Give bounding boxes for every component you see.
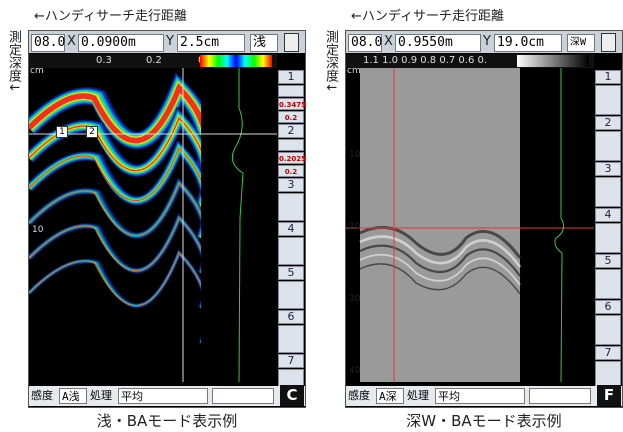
- distance: 08.0: [31, 34, 65, 52]
- side-value: 0.2: [278, 111, 304, 123]
- side-button: 7: [595, 346, 621, 360]
- process-label: 処理: [90, 387, 116, 405]
- depth-tick: 40: [349, 366, 360, 378]
- caption: 深W・BAモード表示例: [345, 410, 623, 430]
- side-button: 6: [595, 300, 621, 314]
- corner: C: [280, 385, 304, 406]
- side-spacer: [595, 177, 621, 207]
- side-value: 0.2: [278, 165, 304, 177]
- side-button: 1: [278, 70, 304, 84]
- side-button: 3: [278, 178, 304, 192]
- side-button: 6: [278, 310, 304, 324]
- side-button: 5: [595, 254, 621, 268]
- sensitivity-value: A深: [376, 388, 404, 404]
- ruler-label: 0.2: [146, 54, 162, 68]
- side-button: 5: [278, 266, 304, 280]
- side-spacer: [278, 85, 304, 97]
- sensitivity-label: 感度: [348, 387, 374, 405]
- depth-tick: 10: [32, 225, 43, 237]
- page: ←ハンディサーチ走行距離測定深度↓08.0X0.0900mY2.5cm浅0.30…: [0, 0, 623, 432]
- side-spacer: [278, 281, 304, 309]
- distance: 08.0: [348, 34, 382, 52]
- radar-image: [346, 68, 594, 382]
- process-value: 平均: [118, 388, 208, 404]
- x-value: 0.0900m: [78, 34, 164, 52]
- side-spacer: [595, 223, 621, 253]
- side-button: 4: [595, 208, 621, 222]
- side-button: 4: [278, 222, 304, 236]
- mode: 浅: [250, 34, 278, 52]
- blank-field: [212, 388, 274, 404]
- depth-label: 測定深度↓: [321, 30, 337, 110]
- color-scale: [517, 55, 589, 67]
- side-spacer: [595, 269, 621, 299]
- side-button: 1: [595, 70, 621, 84]
- side-spacer: [278, 193, 304, 221]
- color-scale: [200, 55, 272, 67]
- process-label: 処理: [407, 387, 433, 405]
- side-spacer: [595, 131, 621, 161]
- side-button: 7: [278, 354, 304, 368]
- x-label: X: [67, 33, 77, 51]
- y-label: Y: [483, 33, 493, 51]
- top-label: ←ハンディサーチ走行距離: [351, 8, 504, 26]
- mode: 深W: [567, 34, 595, 52]
- depth-tick: 10: [349, 150, 360, 162]
- marker: 1: [56, 126, 68, 138]
- corner: F: [597, 385, 621, 406]
- side-spacer: [595, 315, 621, 345]
- y-value: 2.5cm: [177, 34, 245, 52]
- battery-icon: [284, 33, 299, 52]
- top-label: ←ハンディサーチ走行距離: [34, 8, 187, 26]
- depth-label: 測定深度↓: [4, 30, 20, 110]
- side-button: 2: [278, 124, 304, 138]
- battery-icon: [601, 33, 616, 52]
- gray-bg: [360, 68, 520, 382]
- side-spacer: [278, 139, 304, 151]
- ruler-label: 1.1 1.0 0.9 0.8 0.7 0.6 0.: [363, 54, 487, 68]
- side-button: 3: [595, 162, 621, 176]
- waveform: [555, 68, 564, 382]
- side-spacer: [278, 237, 304, 265]
- y-value: 19.0cm: [494, 34, 562, 52]
- x-label: X: [384, 33, 394, 51]
- process-value: 平均: [435, 388, 525, 404]
- side-button: 2: [595, 116, 621, 130]
- depth-tick: 20: [349, 222, 360, 234]
- sensitivity-value: A浅: [59, 388, 87, 404]
- caption: 浅・BAモード表示例: [28, 410, 306, 430]
- side-spacer: [278, 325, 304, 353]
- sensitivity-label: 感度: [31, 387, 57, 405]
- y-label: Y: [166, 33, 176, 51]
- blank-field: [529, 388, 591, 404]
- side-value: 0.3475: [278, 98, 304, 110]
- side-spacer: [595, 85, 621, 115]
- radar-image: [29, 68, 277, 382]
- x-value: 0.9550m: [395, 34, 481, 52]
- marker: 2: [86, 126, 98, 138]
- side-value: 0.2025: [278, 152, 304, 164]
- ruler-label: 0.3: [96, 54, 112, 68]
- depth-tick: 30: [349, 294, 360, 306]
- reflection: [29, 253, 207, 343]
